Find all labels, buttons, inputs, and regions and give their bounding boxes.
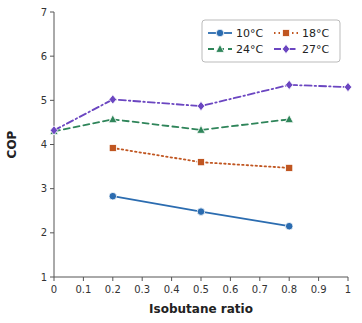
data-point — [344, 82, 352, 91]
legend-label: 24°C — [236, 43, 263, 56]
legend-marker — [282, 29, 289, 36]
y-axis-label: COP — [5, 130, 19, 158]
x-tick-label: 0.4 — [164, 284, 180, 295]
data-point — [197, 159, 204, 166]
series-line — [54, 119, 289, 131]
legend-marker — [282, 44, 290, 53]
legend-item: 24°C — [208, 43, 263, 56]
legend-item: 27°C — [274, 43, 329, 56]
chart: 0 0.1 0.2 0.3 0.4 0.5 0.6 0.7 0.8 0.9 1 1 2 3 4 5 6 7 Isob… — [0, 0, 362, 323]
y-tick-label: 4 — [41, 139, 47, 150]
y-tick-label: 3 — [41, 183, 47, 194]
x-tick-label: 0.9 — [311, 284, 327, 295]
legend-label: 10°C — [236, 27, 263, 40]
x-tick-label: 0.6 — [222, 284, 238, 295]
data-point — [197, 125, 205, 133]
x-tick-label: 1 — [345, 284, 351, 295]
legend-marker — [216, 44, 224, 52]
x-tick — [54, 277, 55, 281]
series — [109, 144, 293, 171]
x-tick-label: 0.5 — [193, 284, 209, 295]
data-point — [109, 95, 117, 104]
x-tick-label: 0.1 — [75, 284, 91, 295]
x-axis-label: Isobutane ratio — [149, 302, 253, 316]
legend: 10°C 18°C 24°C 27°C — [202, 20, 340, 62]
x-tick — [348, 277, 349, 281]
x-tick — [259, 277, 260, 281]
x-tick — [142, 277, 143, 281]
data-point — [197, 101, 205, 110]
y-tick — [50, 144, 54, 145]
x-tick — [83, 277, 84, 281]
legend-box — [202, 20, 340, 62]
x-tick — [230, 277, 231, 281]
x-tick-label: 0.7 — [252, 284, 268, 295]
legend-item: 10°C — [208, 27, 263, 40]
series-line — [113, 148, 289, 168]
data-point — [285, 222, 293, 230]
data-point — [50, 126, 58, 135]
legend-item: 18°C — [274, 27, 329, 40]
y-tick-label: 7 — [41, 7, 47, 18]
x-tick — [171, 277, 172, 281]
legend-label: 27°C — [302, 43, 329, 56]
y-tick-label: 2 — [41, 227, 47, 238]
legend-marker — [216, 29, 224, 37]
series — [109, 192, 293, 230]
series-line — [54, 85, 348, 130]
y-tick — [50, 56, 54, 57]
y-tick — [50, 188, 54, 189]
axes: 0 0.1 0.2 0.3 0.4 0.5 0.6 0.7 0.8 0.9 1 1 2 3 4 5 6 7 — [41, 7, 352, 296]
data-point — [197, 208, 205, 216]
data-point — [109, 115, 117, 123]
data-point — [109, 144, 116, 151]
y-tick-label: 1 — [41, 272, 47, 283]
data-point — [109, 192, 117, 200]
data-point — [285, 115, 293, 123]
x-tick-label: 0 — [51, 284, 57, 295]
y-tick — [50, 277, 54, 278]
series — [50, 80, 352, 135]
y-tick — [50, 100, 54, 101]
x-tick — [318, 277, 319, 281]
legend-label: 18°C — [302, 27, 329, 40]
x-tick — [201, 277, 202, 281]
data-point — [286, 164, 293, 171]
y-tick — [50, 232, 54, 233]
x-tick-label: 0.3 — [134, 284, 150, 295]
plot-area — [50, 80, 352, 230]
series-line — [113, 196, 289, 226]
data-point — [285, 80, 293, 89]
series — [50, 115, 294, 135]
x-tick-label: 0.8 — [281, 284, 297, 295]
y-tick-label: 6 — [41, 51, 47, 62]
y-tick — [50, 12, 54, 13]
x-tick — [112, 277, 113, 281]
x-tick — [289, 277, 290, 281]
x-tick-label: 0.2 — [105, 284, 121, 295]
y-tick-label: 5 — [41, 95, 47, 106]
